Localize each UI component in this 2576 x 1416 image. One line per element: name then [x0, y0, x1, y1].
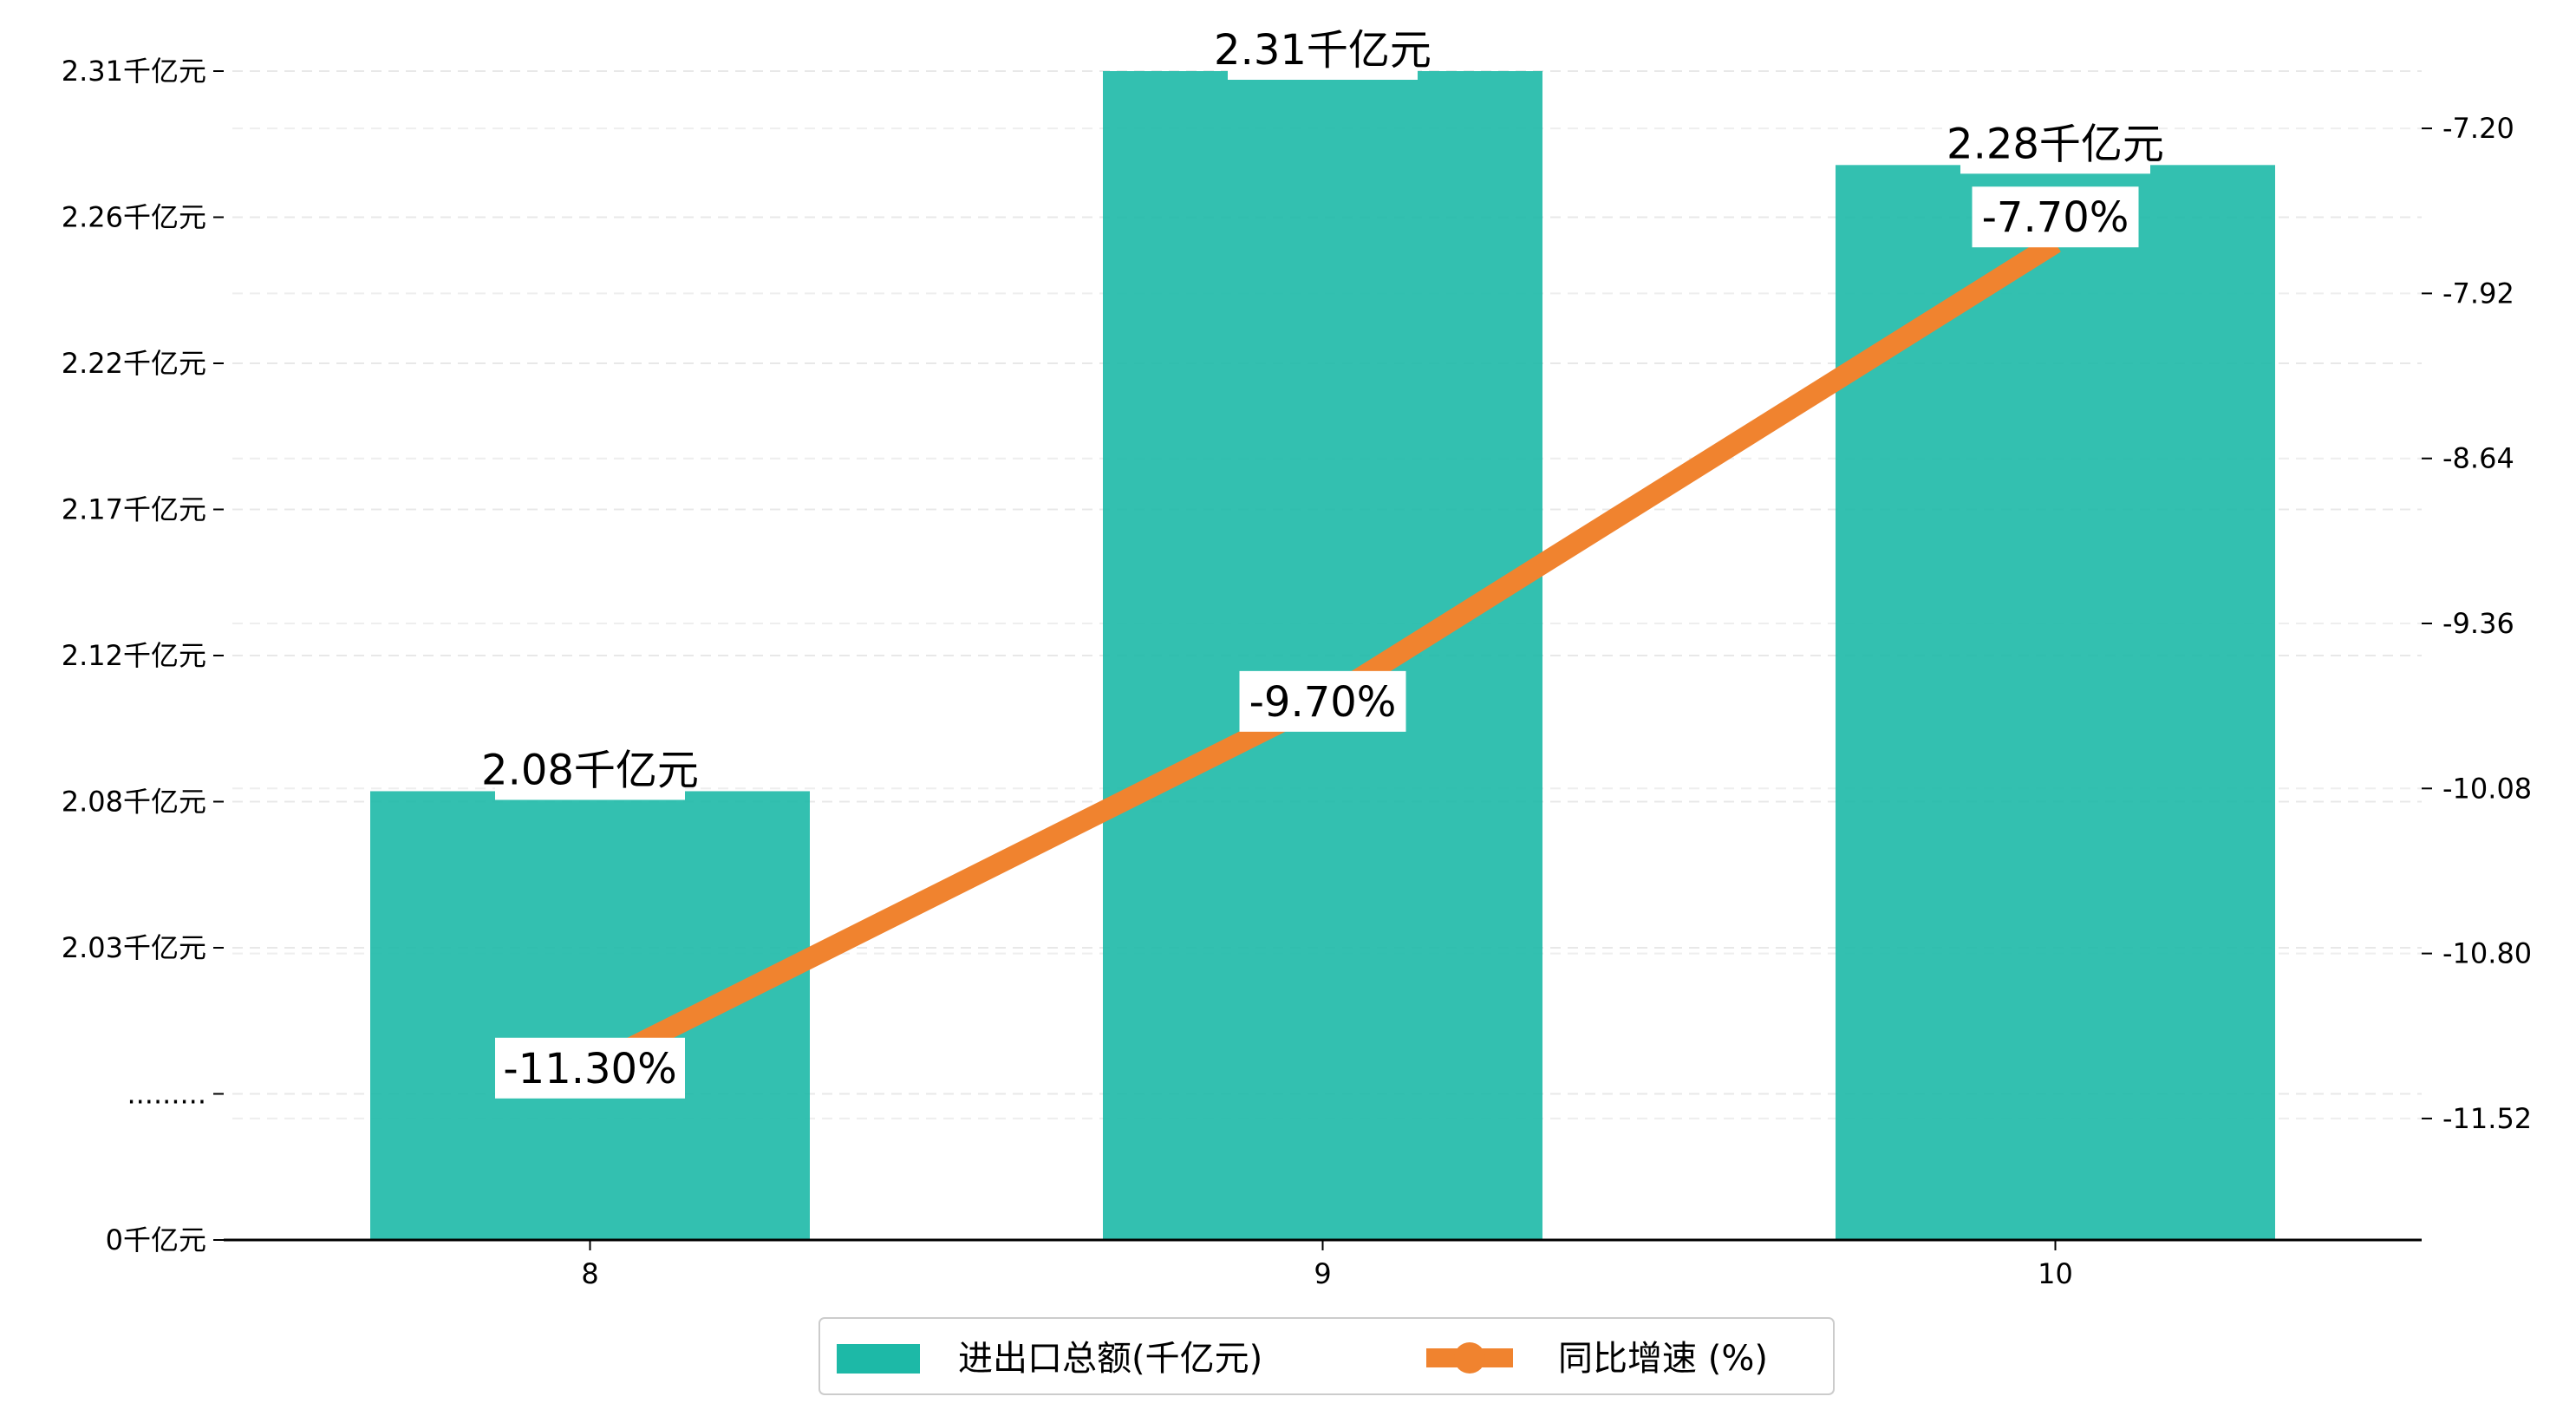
x-tick-label: 10: [2038, 1257, 2073, 1290]
y-right-tick-label: -7.20: [2442, 112, 2514, 145]
y-right-tick-label: -8.64: [2442, 442, 2514, 475]
y-right-tick-label: -9.36: [2442, 607, 2514, 640]
line-value-label-bg: [1239, 670, 1406, 732]
y-left-tick-label: 2.03千亿元: [62, 931, 206, 964]
y-right-tick-label: -11.52: [2442, 1102, 2532, 1135]
y-left-tick-label: .........: [127, 1078, 206, 1111]
y-left-tick-label: 2.31千亿元: [62, 55, 206, 88]
line-value-label: -11.30%: [503, 1045, 676, 1093]
bar-value-label-bg: [495, 739, 685, 800]
axis-layer: 0千亿元......... 2.03千亿元 2.08千亿元 2.12千亿元 2.17千亿…: [62, 55, 2532, 1290]
legend-label-line: 同比增速 (%): [1558, 1339, 1768, 1379]
y-left-tick-label: 2.17千亿元: [62, 493, 206, 526]
y-left-tick-label: 2.22千亿元: [62, 347, 206, 380]
x-tick-label: 8: [581, 1257, 598, 1290]
bar: [370, 791, 810, 1240]
line-value-label-bg: [495, 1037, 685, 1099]
labels-layer: 2.08千亿元 2.31千亿元 2.28千亿元 -11.30% -9.70% -7.70%: [481, 19, 2164, 1099]
y-right-tick-label: -10.08: [2442, 772, 2532, 805]
bar-value-label: 2.31千亿元: [1214, 26, 1431, 75]
y-left-tick-label: 2.08千亿元: [62, 786, 206, 819]
bar-value-label-bg: [1228, 19, 1418, 80]
bar: [1103, 71, 1542, 1240]
bar-value-label-bg: [1960, 113, 2150, 174]
line-value-label: -9.70%: [1249, 678, 1397, 727]
y-right-tick-label: -10.80: [2442, 937, 2532, 970]
legend-swatch-marker: [1454, 1342, 1485, 1374]
line-value-label-bg: [1972, 186, 2139, 248]
line-value-label: -7.70%: [1982, 193, 2129, 242]
y-left-tick-label: 2.12千亿元: [62, 639, 206, 672]
x-tick-label: 9: [1314, 1257, 1331, 1290]
legend: 进出口总额(千亿元) 同比增速 (%): [818, 1317, 1835, 1395]
y-left-tick-label: 0千亿元: [106, 1224, 206, 1256]
bar-value-label: 2.28千亿元: [1947, 120, 2164, 168]
legend-box: [818, 1317, 1835, 1395]
bar: [1836, 165, 2275, 1241]
y-left-tick-label: 2.26千亿元: [62, 201, 206, 234]
legend-swatch-bar: [837, 1344, 920, 1374]
y-right-tick-label: -7.92: [2442, 277, 2514, 310]
legend-label-bar: 进出口总额(千亿元): [958, 1339, 1262, 1379]
bar-value-label: 2.08千亿元: [481, 746, 699, 794]
